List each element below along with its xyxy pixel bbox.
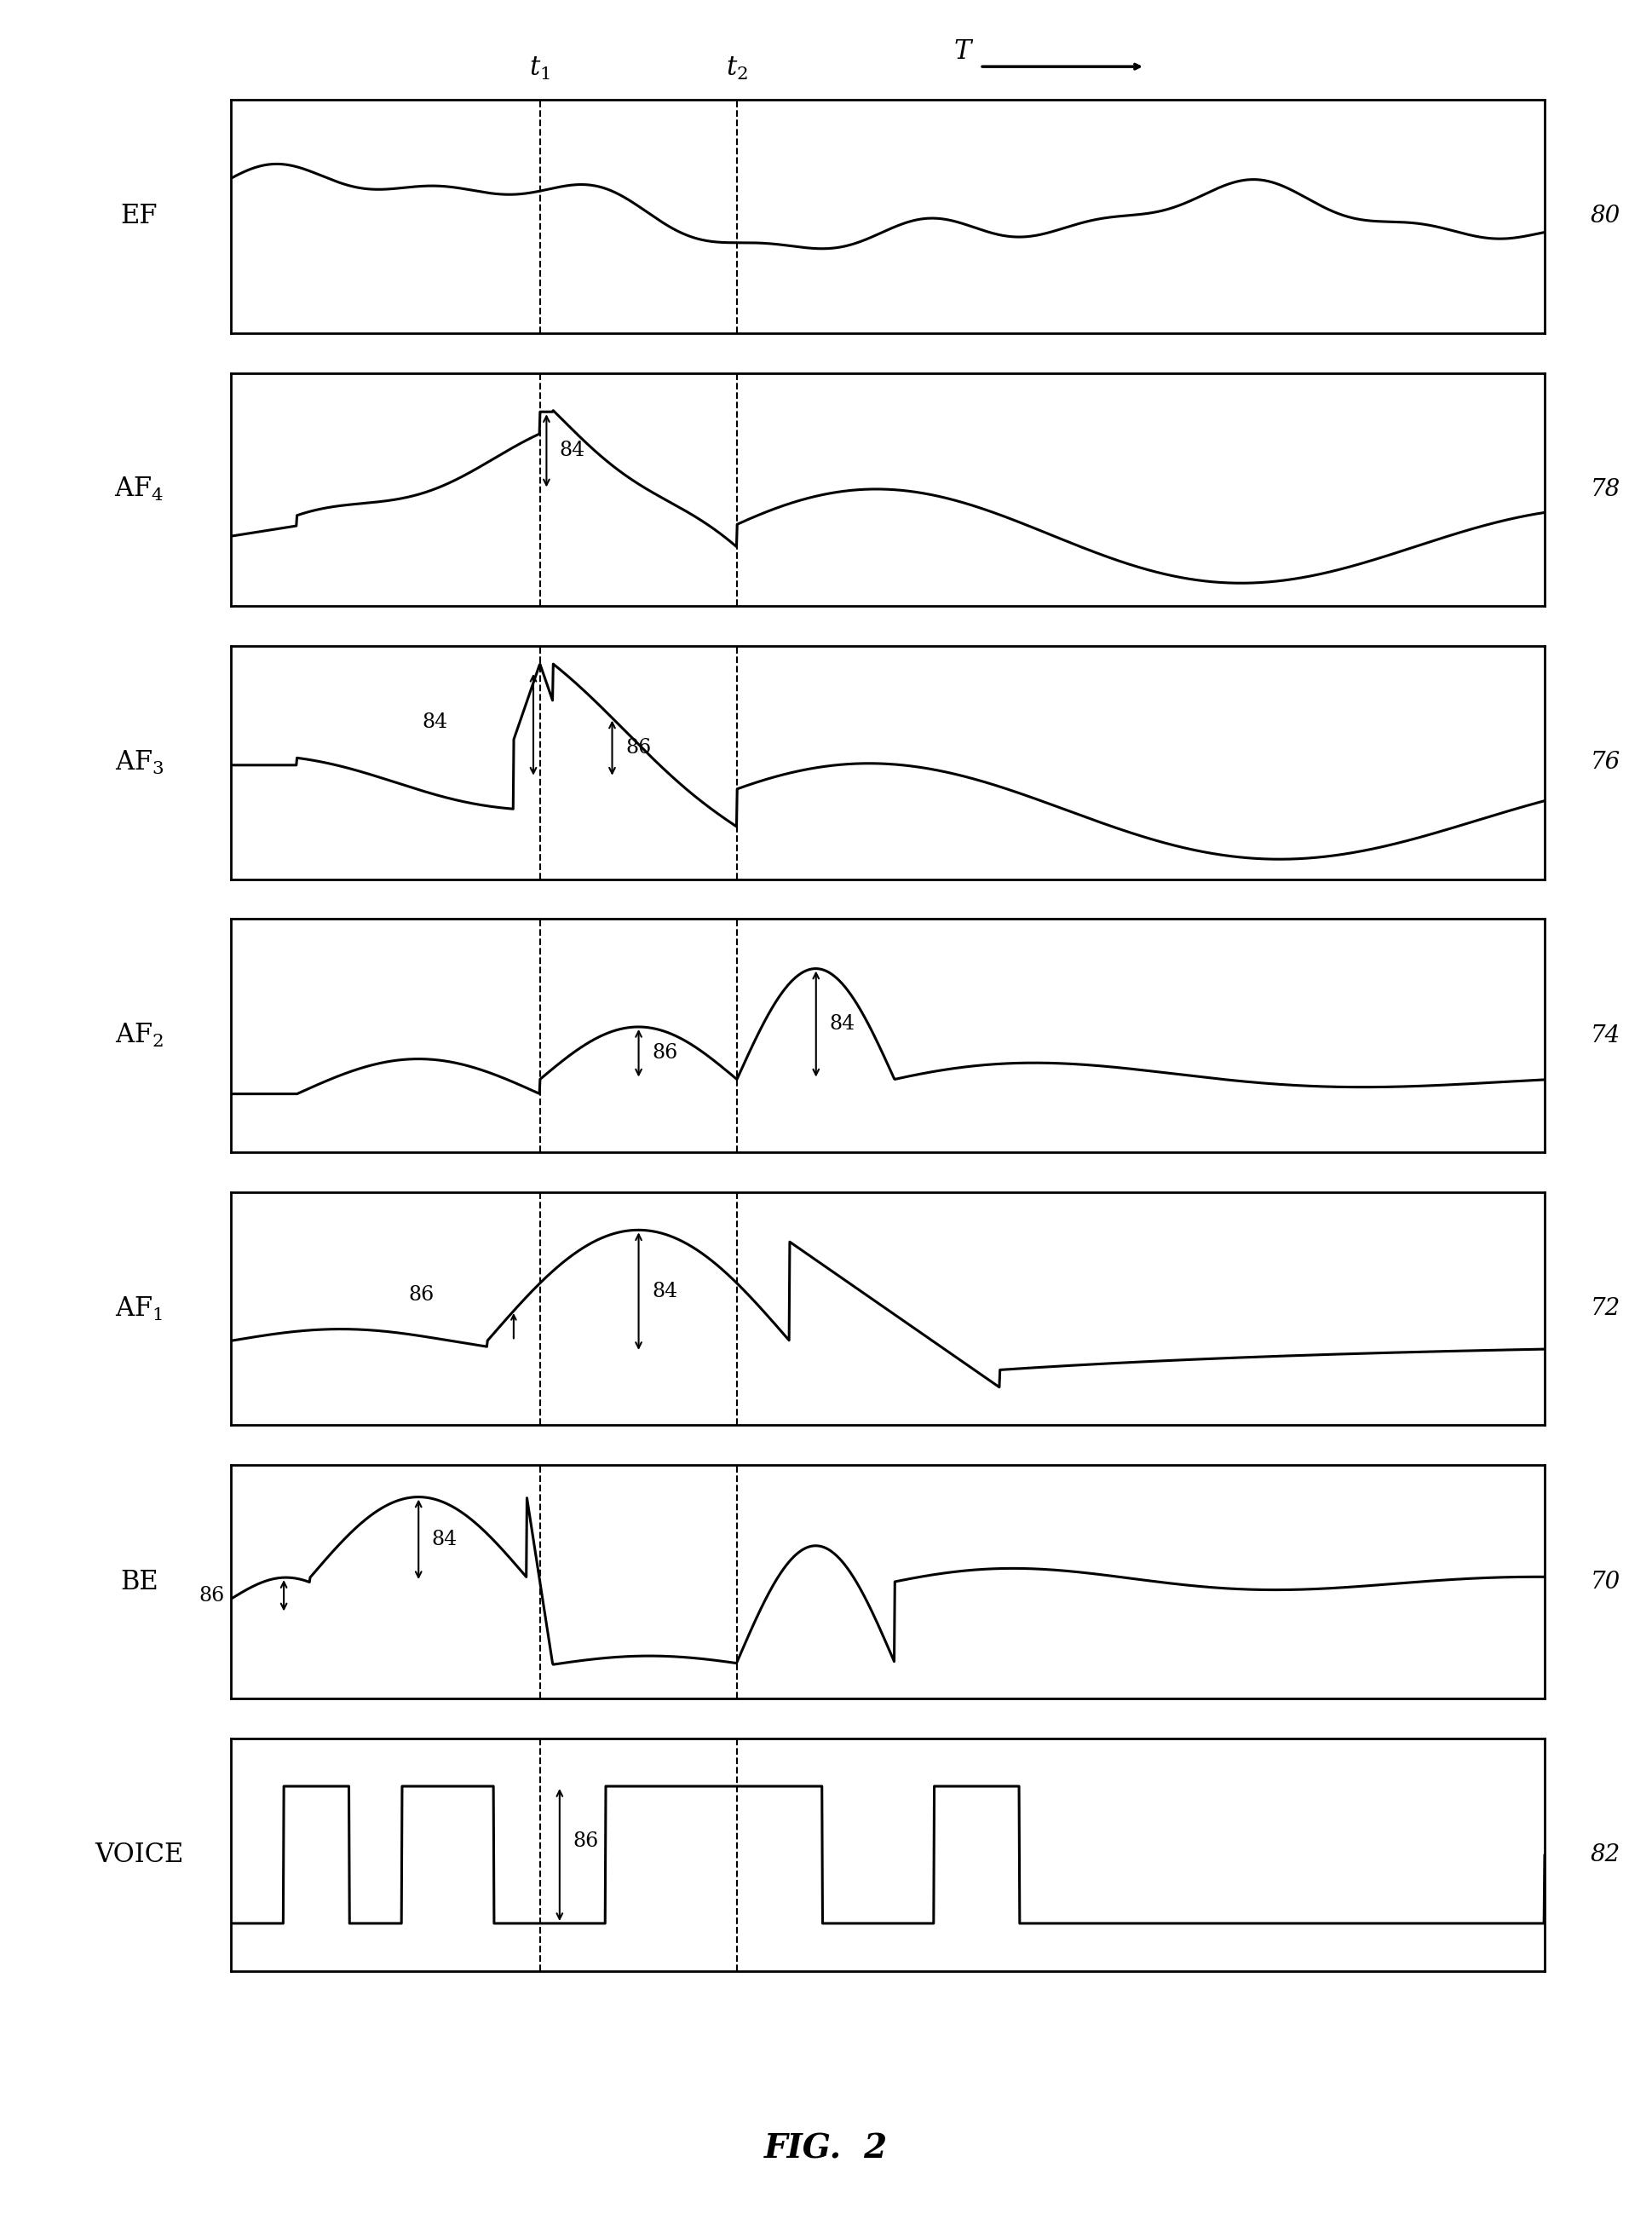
Text: 84: 84: [421, 713, 448, 733]
Text: 78: 78: [1591, 477, 1621, 502]
Text: AF$_3$: AF$_3$: [114, 748, 164, 777]
Text: AF$_1$: AF$_1$: [116, 1294, 164, 1323]
Text: 70: 70: [1591, 1570, 1621, 1594]
Text: 86: 86: [408, 1285, 434, 1305]
Text: 86: 86: [198, 1585, 225, 1605]
Text: $t_1$: $t_1$: [529, 56, 550, 82]
Text: VOICE: VOICE: [94, 1843, 183, 1867]
Text: 74: 74: [1591, 1023, 1621, 1048]
Text: 84: 84: [829, 1015, 856, 1035]
Text: $t_2$: $t_2$: [725, 56, 748, 82]
Text: FIG.  2: FIG. 2: [765, 2133, 887, 2164]
Text: 84: 84: [431, 1530, 458, 1550]
Text: 86: 86: [573, 1832, 598, 1851]
Text: 80: 80: [1591, 204, 1621, 229]
Text: 86: 86: [626, 737, 651, 757]
Text: 82: 82: [1591, 1843, 1621, 1867]
Text: AF$_4$: AF$_4$: [114, 475, 164, 504]
Text: 84: 84: [560, 442, 585, 460]
Text: 86: 86: [653, 1043, 677, 1063]
Text: EF: EF: [121, 204, 159, 229]
Text: 84: 84: [653, 1281, 677, 1301]
Text: 72: 72: [1591, 1296, 1621, 1321]
Text: T: T: [953, 38, 971, 64]
Text: AF$_2$: AF$_2$: [116, 1021, 164, 1050]
Text: BE: BE: [121, 1570, 159, 1594]
Text: 76: 76: [1591, 750, 1621, 775]
